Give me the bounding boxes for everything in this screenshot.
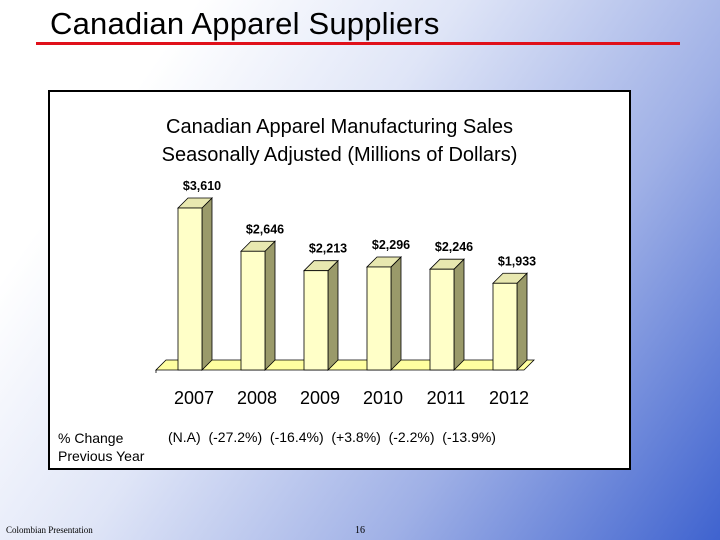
data-label-2011: $2,246 <box>435 240 473 254</box>
bar-side-2007 <box>201 197 213 371</box>
bar-chart: $3,610 2007 $2,646 2008 $2,213 2009 $2,296 2010… <box>155 179 536 408</box>
data-label-2010: $2,296 <box>372 238 410 252</box>
bar-2010 <box>366 266 392 371</box>
percent-change-2012: (-13.9%) <box>442 429 496 445</box>
x-tick-label-2008: 2008 <box>237 388 277 408</box>
bar-2012 <box>492 282 518 371</box>
footer-presentation-name: Colombian Presentation <box>6 525 93 535</box>
bar-2011 <box>429 268 455 371</box>
bar-2008 <box>240 250 266 371</box>
percent-change-values: (N.A) (-27.2%) (-16.4%) (+3.8%) (-2.2%) … <box>168 429 496 445</box>
data-label-2009: $2,213 <box>309 242 347 256</box>
chart-panel: Canadian Apparel Manufacturing Sales Sea… <box>48 90 631 470</box>
slide-title: Canadian Apparel Suppliers <box>50 6 440 41</box>
data-label-2008: $2,646 <box>246 222 284 236</box>
percent-change-2007: (N.A) <box>168 429 209 445</box>
bar-side-2012 <box>516 272 528 371</box>
x-tick-label-2010: 2010 <box>363 388 403 408</box>
bar-side-2010 <box>390 256 402 371</box>
chart-floor <box>155 359 535 371</box>
chart-title: Canadian Apparel Manufacturing Sales <box>166 116 513 138</box>
page-number: 16 <box>355 525 365 536</box>
data-label-2007: $3,610 <box>183 179 221 193</box>
bar-side-2011 <box>453 258 465 371</box>
bar-side-2009 <box>327 259 339 371</box>
x-tick-label-2009: 2009 <box>300 388 340 408</box>
data-label-2012: $1,933 <box>498 254 536 268</box>
bar-side-2008 <box>264 240 276 371</box>
percent-change-2010: (+3.8%) <box>331 429 389 445</box>
percent-change-label-line1: % Change <box>58 430 124 446</box>
percent-change-2009: (-16.4%) <box>269 429 332 445</box>
x-tick-label-2007: 2007 <box>174 388 214 408</box>
percent-change-2011: (-2.2%) <box>388 429 443 445</box>
x-tick-label-2012: 2012 <box>489 388 529 408</box>
x-tick-label-2011: 2011 <box>427 388 466 408</box>
chart-subtitle: Seasonally Adjusted (Millions of Dollars… <box>161 144 518 166</box>
percent-change-label: % Change Previous Year <box>58 429 144 465</box>
bar-2007 <box>177 207 203 371</box>
percent-change-2008: (-27.2%) <box>208 429 270 445</box>
bar-2009 <box>303 270 329 371</box>
title-underline <box>36 42 680 45</box>
percent-change-label-line2: Previous Year <box>58 448 145 464</box>
